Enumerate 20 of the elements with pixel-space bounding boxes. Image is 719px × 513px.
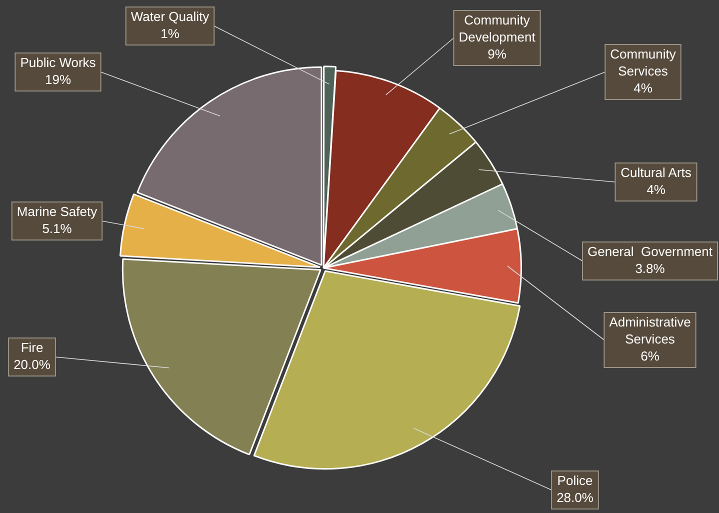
slice-label: Community Services xyxy=(610,46,676,79)
data-label: 4% xyxy=(634,80,653,96)
data-label: 5.1% xyxy=(42,221,72,236)
data-label: 6% xyxy=(640,348,660,364)
slice-label: Marine Safety xyxy=(16,204,98,220)
slice-label: Community Development xyxy=(458,12,536,45)
slice-label: Cultural Arts xyxy=(620,165,692,180)
slice-label: Public Works xyxy=(20,55,96,70)
data-label: 19% xyxy=(44,72,72,88)
data-label: 9% xyxy=(488,46,507,62)
slice-label: Administrative Services xyxy=(609,314,691,347)
data-label: 4% xyxy=(646,182,666,198)
slice-label: Police xyxy=(557,473,593,488)
slice-label: Water Quality xyxy=(130,9,210,24)
data-label: 1% xyxy=(160,26,180,42)
slice-label: General Government xyxy=(587,244,713,260)
slice-label: Fire xyxy=(20,340,44,356)
data-label: 20.0% xyxy=(14,357,51,372)
data-label: 3.8% xyxy=(635,261,666,276)
data-label: 28.0% xyxy=(556,490,594,506)
